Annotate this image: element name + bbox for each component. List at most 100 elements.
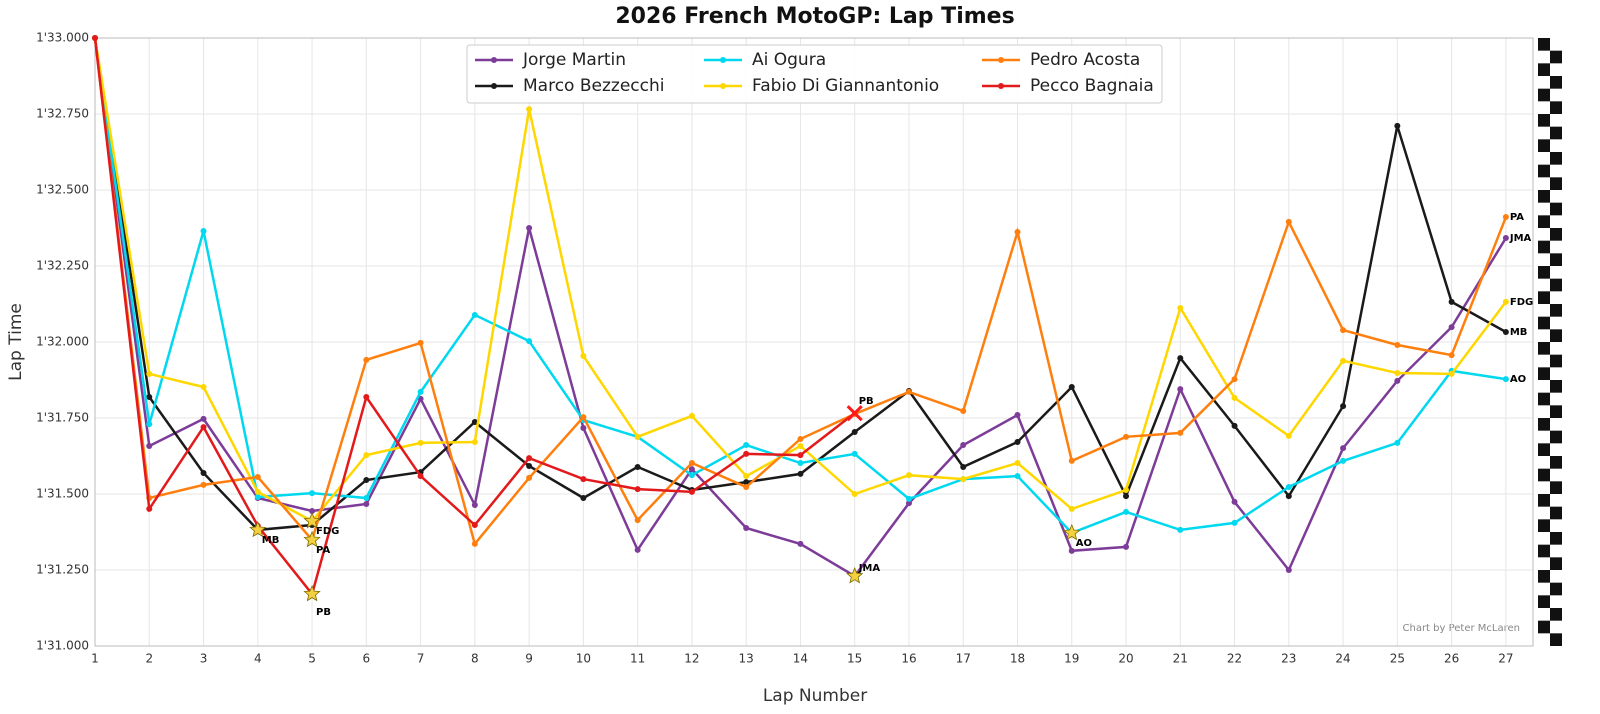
data-point bbox=[526, 463, 533, 470]
y-tick-label: 1'31.500 bbox=[36, 487, 89, 501]
flag-square bbox=[1538, 266, 1550, 279]
data-point bbox=[526, 455, 533, 462]
data-point bbox=[1340, 327, 1347, 334]
y-tick-label: 1'32.500 bbox=[36, 183, 89, 197]
flag-square bbox=[1550, 50, 1562, 64]
data-point bbox=[960, 476, 967, 483]
fastest-lap-label: FDG bbox=[316, 526, 339, 537]
y-tick-label: 1'31.000 bbox=[36, 639, 89, 653]
data-point bbox=[743, 442, 750, 449]
data-point bbox=[580, 414, 587, 421]
x-tick-label: 14 bbox=[793, 652, 808, 666]
data-point bbox=[905, 388, 912, 395]
flag-square bbox=[1538, 494, 1550, 507]
legend-label: Pecco Bagnaia bbox=[1030, 76, 1154, 96]
legend-label: Ai Ogura bbox=[752, 50, 826, 70]
data-point bbox=[363, 494, 370, 501]
data-point bbox=[1394, 439, 1401, 446]
flag-square bbox=[1538, 316, 1550, 330]
data-point bbox=[688, 488, 695, 495]
data-point bbox=[254, 488, 261, 495]
crash-marker bbox=[846, 405, 863, 422]
end-label: MB bbox=[1510, 327, 1528, 338]
y-axis-label: Lap Time bbox=[6, 303, 26, 381]
data-point bbox=[1285, 484, 1292, 491]
data-point bbox=[1340, 445, 1347, 452]
data-point bbox=[688, 412, 695, 419]
data-point bbox=[1502, 214, 1509, 221]
y-tick-label: 1'32.000 bbox=[36, 335, 89, 349]
data-point bbox=[254, 473, 261, 480]
legend-swatch-dot bbox=[720, 57, 726, 63]
x-tick-label: 7 bbox=[417, 652, 425, 666]
flag-square bbox=[1538, 139, 1550, 152]
data-point bbox=[1123, 543, 1130, 550]
legend-label: Pedro Acosta bbox=[1030, 50, 1140, 70]
data-point bbox=[417, 339, 424, 346]
data-point bbox=[1177, 526, 1184, 533]
data-point bbox=[1502, 235, 1509, 242]
data-point bbox=[905, 495, 912, 502]
data-point bbox=[363, 501, 370, 508]
x-axis-label: Lap Number bbox=[763, 686, 867, 706]
data-point bbox=[200, 228, 207, 235]
x-tick-label: 22 bbox=[1227, 652, 1242, 666]
data-point bbox=[1502, 376, 1509, 383]
legend-swatch-dot bbox=[998, 57, 1004, 63]
data-point bbox=[797, 435, 804, 442]
flag-square bbox=[1550, 633, 1562, 646]
data-point bbox=[688, 466, 695, 473]
flag-square bbox=[1550, 506, 1562, 520]
data-point bbox=[1123, 508, 1130, 515]
data-point bbox=[743, 525, 750, 532]
data-point bbox=[1123, 493, 1130, 500]
data-point bbox=[797, 442, 804, 449]
data-point bbox=[1231, 394, 1238, 401]
data-point bbox=[1394, 370, 1401, 377]
x-tick-label: 23 bbox=[1281, 652, 1296, 666]
flag-square bbox=[1538, 443, 1550, 456]
data-point bbox=[1502, 298, 1509, 305]
flag-square bbox=[1550, 329, 1562, 342]
flag-square bbox=[1538, 342, 1550, 355]
data-point bbox=[851, 428, 858, 435]
legend-swatch-dot bbox=[720, 83, 726, 89]
data-point bbox=[905, 472, 912, 479]
flag-square bbox=[1550, 177, 1562, 190]
flag-square bbox=[1550, 253, 1562, 266]
data-point bbox=[1285, 493, 1292, 500]
x-tick-label: 15 bbox=[847, 652, 862, 666]
flag-square bbox=[1538, 544, 1550, 558]
legend-swatch-dot bbox=[491, 83, 497, 89]
fastest-lap-star bbox=[249, 520, 267, 538]
x-tick-label: 27 bbox=[1498, 652, 1513, 666]
data-point bbox=[254, 494, 261, 501]
x-tick-label: 8 bbox=[471, 652, 479, 666]
plot-frame bbox=[94, 37, 1534, 647]
flag-square bbox=[1550, 354, 1562, 368]
flag-square bbox=[1550, 456, 1562, 469]
data-point bbox=[960, 442, 967, 449]
data-point bbox=[1448, 298, 1455, 305]
data-point bbox=[1014, 411, 1021, 418]
flag-square bbox=[1538, 519, 1550, 532]
credit: Chart by Peter McLaren bbox=[1403, 623, 1521, 634]
legend-label: Fabio Di Giannantonio bbox=[752, 76, 939, 96]
flag-square bbox=[1538, 88, 1550, 102]
data-point bbox=[634, 463, 641, 470]
x-tick-label: 11 bbox=[630, 652, 645, 666]
x-tick-label: 2 bbox=[145, 652, 153, 666]
end-label: JMA bbox=[1509, 233, 1532, 244]
data-point bbox=[688, 459, 695, 466]
data-point bbox=[1340, 403, 1347, 410]
data-point bbox=[92, 35, 98, 41]
data-point bbox=[1448, 370, 1455, 377]
data-point bbox=[1177, 304, 1184, 311]
legend-label: Marco Bezzecchi bbox=[523, 76, 664, 96]
data-point bbox=[1123, 433, 1130, 440]
data-point bbox=[471, 522, 478, 529]
data-point bbox=[363, 477, 370, 484]
legend-swatch-dot bbox=[491, 57, 497, 63]
crash-label: PB bbox=[859, 396, 874, 407]
